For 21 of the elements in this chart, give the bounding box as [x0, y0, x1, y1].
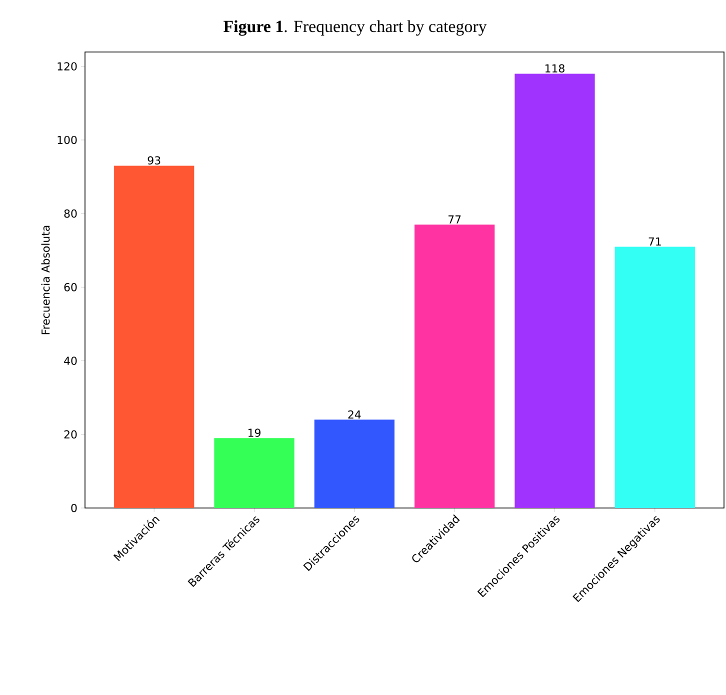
data-label: 71 [648, 238, 661, 246]
y-axis-title: Frecuencia Absoluta [41, 226, 50, 334]
y-tick-label: 0 [71, 504, 77, 512]
y-tick-label: 20 [64, 430, 77, 439]
y-tick-label: 80 [64, 209, 77, 218]
y-tick-label: 60 [64, 283, 77, 292]
bar [514, 74, 595, 508]
data-label: 19 [248, 428, 260, 437]
y-tick-label: 120 [58, 62, 77, 70]
bar [214, 438, 294, 508]
bar [314, 420, 394, 508]
data-label: 24 [348, 410, 361, 418]
bar [614, 246, 695, 508]
bar [114, 166, 194, 508]
data-label: 77 [448, 215, 461, 224]
data-label: 118 [545, 64, 564, 73]
y-tick-label: 40 [64, 356, 77, 365]
y-tick-label: 100 [58, 136, 77, 144]
chart-title: Figure 1. Frequency chart by category [224, 20, 487, 36]
data-label: 93 [148, 156, 160, 165]
bar [414, 224, 495, 508]
